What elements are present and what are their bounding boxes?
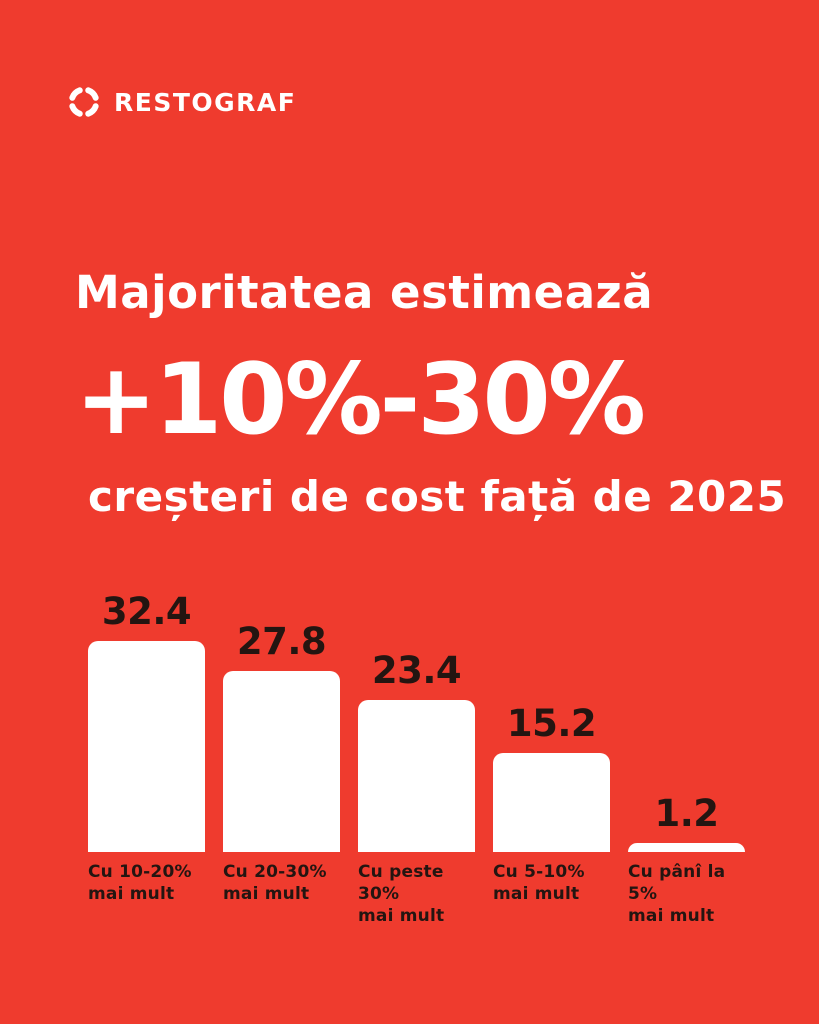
bar-value-label: 1.2 — [654, 792, 719, 835]
bar-value-label: 23.4 — [371, 649, 462, 692]
arc-circle-icon — [66, 84, 102, 120]
brand-name: RESTOGRAF — [114, 87, 297, 117]
bar-column: 32.4 Cu 10-20% mai mult — [88, 572, 205, 927]
bar-category-label: Cu peste 30% mai mult — [358, 862, 445, 926]
headline-highlight: +10%-30% — [75, 343, 646, 457]
bar-category-label: Cu 5-10% mai mult — [493, 862, 585, 904]
bar — [493, 753, 610, 852]
bar — [628, 843, 745, 852]
headline-line1: Majoritatea estimează — [75, 266, 654, 319]
bar-stack: 23.4 — [358, 572, 475, 852]
bar-stack: 15.2 — [493, 572, 610, 852]
bar-value-label: 15.2 — [506, 702, 597, 745]
bar-stack: 1.2 — [628, 572, 745, 852]
bar-column: 1.2 Cu pânî la 5% mai mult — [628, 572, 745, 927]
bar-value-label: 27.8 — [236, 620, 327, 663]
bar-value-label: 32.4 — [101, 590, 192, 633]
bar — [223, 671, 340, 852]
bar-column: 23.4 Cu peste 30% mai mult — [358, 572, 475, 927]
bar-category-label: Cu pânî la 5% mai mult — [628, 862, 726, 926]
bar-category-label: Cu 20-30% mai mult — [223, 862, 327, 904]
bar-chart: 32.4 Cu 10-20% mai mult 27.8 Cu 20-30% m… — [88, 572, 745, 927]
bar — [358, 700, 475, 852]
headline-line2: creșteri de cost față de 2025 — [88, 471, 787, 521]
bar-stack: 32.4 — [88, 572, 205, 852]
logo: RESTOGRAF — [66, 84, 296, 120]
bar-column: 15.2 Cu 5-10% mai mult — [493, 572, 610, 927]
bar-category-label: Cu 10-20% mai mult — [88, 862, 192, 904]
headline: Majoritatea estimează +10%-30% creșteri … — [75, 266, 786, 522]
bar — [88, 641, 205, 852]
bar-stack: 27.8 — [223, 572, 340, 852]
bar-column: 27.8 Cu 20-30% mai mult — [223, 572, 340, 927]
